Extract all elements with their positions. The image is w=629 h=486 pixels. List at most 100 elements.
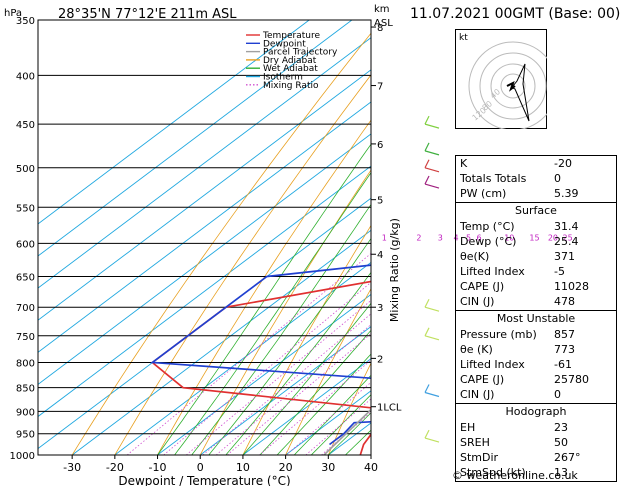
stat-label: θe(K) [460,250,490,263]
pressure-tick-label: 650 [16,273,35,284]
stat-row-totals: Totals Totals 0 [456,171,616,186]
km-tick-label: 8 [377,23,383,34]
mixing-ratio-line [163,281,371,455]
stat-label: K [460,157,468,170]
wind-barb-flag [424,159,430,169]
stat-value: 773 [554,343,575,356]
x-tick-label: 0 [197,461,204,474]
mixing-ratio-label: 20 [548,233,558,242]
stat-row: SREH 50 [456,435,616,450]
hodograph-ring [500,73,526,99]
stat-label: Pressure (mb) [460,328,537,341]
isotherm-line [38,20,310,225]
wind-barb-staff [424,306,440,312]
surface-title: Surface [515,204,557,217]
x-axis-label: Dewpoint / Temperature (°C) [118,474,290,486]
stats-panel: K -20 Totals Totals 0 PW (cm) 5.39 Surface … [455,155,617,482]
wet-adiabat-line [242,302,371,455]
isotherm-line [38,197,371,450]
wind-barb-staff [424,167,440,173]
mixing-ratio-line [202,313,371,455]
pressure-tick-label: 750 [16,332,35,343]
stat-value: 0 [554,172,561,185]
stat-label: Dewp (°C) [460,235,517,248]
stat-label: SREH [460,436,490,449]
isotherm-line [157,293,371,455]
surface-box: Surface Temp (°C) 31.4 Dewp (°C) 25.4 θe(K… [455,202,617,310]
stat-value: 371 [554,250,575,263]
mixing-ratio-line [126,252,371,455]
wet-adiabat-line [208,237,371,455]
pressure-tick-label: 350 [16,16,35,27]
stat-value: 25780 [554,373,589,386]
mixing-ratio-line [185,299,371,455]
indices-box: K -20 Totals Totals 0 PW (cm) 5.39 [455,155,617,202]
mixing-ratio-label: 25 [562,233,572,242]
km-tick-label: 5 [377,196,383,207]
isotherm-line [38,165,371,418]
hodograph-ring [479,52,547,120]
hodograph-box: Hodograph EH 23 SREH 50 StmDir 267° StmSpd … [455,403,617,482]
credit-text: © weatheronline.co.uk [452,469,578,482]
wet-adiabat-line [157,143,371,455]
hodograph-storm-marker [506,81,516,92]
stat-row: EH 23 [456,420,616,435]
wind-barb-staff [424,183,440,189]
stat-label: Temp (°C) [460,220,515,233]
stat-row: Temp (°C) 31.4 [456,219,616,234]
stat-row: CIN (J) 478 [456,294,616,309]
wind-barb-staff [424,123,440,129]
dry-adiabat-line [199,169,371,455]
legend-label: Mixing Ratio [263,81,319,91]
pressure-tick-label: 400 [16,71,35,82]
mixing-ratio-label: 1 [382,233,387,242]
stat-value: -5 [554,265,565,278]
km-tick-label: 7 [377,82,383,93]
stat-value: 5.39 [554,187,579,200]
stat-value: 478 [554,295,575,308]
stat-label: StmSpd (kt) [460,466,526,479]
pressure-unit-label: hPa [4,8,22,19]
wet-adiabat-line [293,374,371,455]
x-tick-label: -30 [63,461,81,474]
hodograph-title: Hodograph [505,405,567,418]
mixing-ratio-line [321,411,371,455]
stat-label: CIN (J) [460,295,495,308]
stat-row: CAPE (J) 11028 [456,279,616,294]
stat-row: Dewp (°C) 25.4 [456,234,616,249]
wet-adiabat-line [259,329,371,455]
mixing-ratio-label: 15 [529,233,539,242]
mixing-ratio-label: 2 [416,233,421,242]
legend-label: Parcel Trajectory [263,48,338,58]
stat-value: -61 [554,358,572,371]
isotherm-line [38,37,371,289]
stat-row: CAPE (J) 25780 [456,372,616,387]
km-tick-label: 2 [377,354,383,365]
hodograph-trace [510,63,530,122]
stat-value: 23 [554,421,568,434]
stat-value: 50 [554,436,568,449]
isotherm-line [38,69,371,321]
stat-row: StmDir 267° [456,450,616,465]
legend-label: Temperature [262,31,320,41]
legend-label: Dewpoint [263,39,306,49]
pressure-tick-label: 1000 [10,451,35,462]
pressure-tick-label: 700 [16,303,35,314]
wind-barb-staff [424,391,440,398]
km-unit-label: km [374,4,390,15]
wind-barb-flag [424,298,430,308]
stat-row: CIN (J) 0 [456,387,616,402]
wet-adiabat-line [191,203,371,455]
stat-label: CAPE (J) [460,280,505,293]
wind-barb-staff [424,150,440,156]
most-unstable-title: Most Unstable [496,312,576,325]
stat-value: 31.4 [554,220,579,233]
mixing-ratio-label: 5 [466,233,471,242]
stat-row-pw: PW (cm) 5.39 [456,186,616,201]
most-unstable-box: Most Unstable Pressure (mb) 857 θe (K) 773… [455,310,617,403]
mixing-ratio-label: 6 [476,233,481,242]
stat-label: PW (cm) [460,187,507,200]
stat-value: 25.4 [554,235,579,248]
